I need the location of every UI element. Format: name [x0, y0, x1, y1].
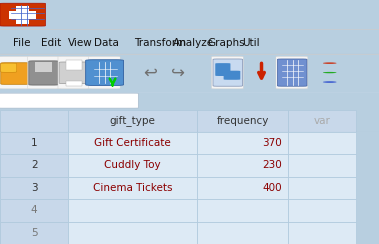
Text: var: var — [314, 116, 330, 126]
FancyBboxPatch shape — [277, 59, 307, 86]
Circle shape — [323, 81, 337, 83]
Bar — [9, 11, 36, 19]
Bar — [288, 132, 356, 154]
Bar — [0, 110, 68, 132]
Bar — [0, 154, 68, 177]
Text: gift_type: gift_type — [110, 115, 156, 126]
Text: Analyze: Analyze — [172, 38, 214, 48]
Text: 370: 370 — [263, 138, 282, 148]
Bar — [68, 222, 197, 244]
Text: Data: Data — [94, 38, 119, 48]
Text: 5: 5 — [31, 228, 38, 238]
Text: Graphs: Graphs — [208, 38, 245, 48]
Text: 400: 400 — [263, 183, 282, 193]
Bar — [197, 199, 288, 222]
Text: Cuddly Toy: Cuddly Toy — [104, 161, 161, 170]
Bar — [288, 154, 356, 177]
Bar — [0, 199, 68, 222]
FancyBboxPatch shape — [0, 93, 138, 108]
FancyBboxPatch shape — [88, 56, 120, 89]
FancyBboxPatch shape — [0, 56, 31, 89]
Bar — [0, 222, 68, 244]
Bar — [197, 132, 288, 154]
FancyBboxPatch shape — [1, 63, 17, 72]
FancyBboxPatch shape — [29, 61, 58, 85]
Text: Util: Util — [242, 38, 260, 48]
FancyBboxPatch shape — [211, 56, 243, 89]
Bar — [288, 177, 356, 199]
Bar — [0, 177, 68, 199]
Bar — [68, 132, 197, 154]
FancyBboxPatch shape — [213, 59, 243, 86]
Bar — [68, 199, 197, 222]
Bar — [16, 6, 29, 24]
FancyBboxPatch shape — [276, 56, 308, 89]
Text: ↪: ↪ — [171, 64, 185, 81]
Text: Edit: Edit — [41, 38, 61, 48]
Text: File: File — [13, 38, 30, 48]
Text: frequency: frequency — [216, 116, 269, 126]
Bar — [288, 110, 356, 132]
Text: 2: 2 — [31, 161, 38, 170]
Bar — [197, 222, 288, 244]
Bar — [0, 132, 68, 154]
Bar — [68, 110, 197, 132]
Text: 3: 3 — [31, 183, 38, 193]
FancyBboxPatch shape — [58, 56, 90, 89]
FancyBboxPatch shape — [59, 62, 89, 83]
Text: 230: 230 — [263, 161, 282, 170]
Bar — [197, 110, 288, 132]
FancyBboxPatch shape — [224, 71, 240, 80]
Bar — [197, 177, 288, 199]
Bar — [68, 154, 197, 177]
FancyBboxPatch shape — [86, 60, 124, 85]
FancyBboxPatch shape — [0, 3, 45, 26]
Text: Cinema Tickets: Cinema Tickets — [93, 183, 172, 193]
Text: View: View — [67, 38, 92, 48]
Circle shape — [323, 72, 337, 73]
Bar — [197, 154, 288, 177]
Bar — [66, 81, 82, 86]
Text: 1: 1 — [31, 138, 38, 148]
Text: ↩: ↩ — [143, 64, 157, 81]
Text: Gift Certificate: Gift Certificate — [94, 138, 171, 148]
Text: 4: 4 — [31, 205, 38, 215]
Bar — [66, 60, 82, 70]
Bar — [288, 222, 356, 244]
Bar — [288, 199, 356, 222]
FancyBboxPatch shape — [215, 63, 230, 76]
FancyBboxPatch shape — [28, 56, 60, 89]
Bar — [35, 62, 52, 72]
Bar — [68, 177, 197, 199]
FancyBboxPatch shape — [1, 63, 29, 84]
Text: Transform: Transform — [135, 38, 187, 48]
Circle shape — [323, 62, 337, 64]
